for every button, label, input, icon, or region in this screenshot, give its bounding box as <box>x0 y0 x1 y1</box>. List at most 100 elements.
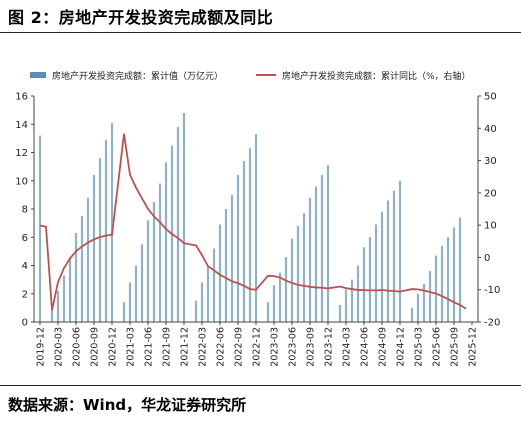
bar-2022-09 <box>236 175 240 322</box>
left-tick-label: 10 <box>15 176 28 187</box>
x-tick-label: 2022-12 <box>252 327 263 367</box>
x-tick-label: 2019-12 <box>36 327 47 367</box>
bar-2024-09 <box>380 211 384 322</box>
left-tick-label: 12 <box>15 148 28 159</box>
bar-2021-05 <box>140 244 144 322</box>
bar-2022-05 <box>212 248 216 322</box>
left-tick-label: 8 <box>22 205 28 216</box>
bar-2021-03 <box>128 282 132 322</box>
bar-2025-05 <box>428 271 432 322</box>
bar-2021-08 <box>158 183 162 322</box>
bar-2022-10 <box>242 160 246 322</box>
x-tick-label: 2024-06 <box>360 327 371 367</box>
bar-2020-08 <box>86 197 90 322</box>
right-tick-label: -20 <box>484 318 500 329</box>
right-axis-ticks: -20 -10 0 10 20 30 40 50 <box>478 92 500 329</box>
bar-2023-07 <box>296 225 300 322</box>
right-tick-label: 40 <box>484 124 497 135</box>
bar-2025-09 <box>452 227 456 322</box>
bar-2020-06 <box>74 233 78 322</box>
x-tick-label: 2022-03 <box>198 327 209 367</box>
x-tick-label: 2022-06 <box>216 327 227 367</box>
bar-2023-04 <box>278 272 282 322</box>
left-tick-label: 4 <box>22 261 28 272</box>
right-tick-label: 0 <box>484 253 490 264</box>
bar-2021-02 <box>122 302 126 322</box>
bar-2021-06 <box>146 220 150 322</box>
bar-2020-12 <box>110 122 114 322</box>
bar-2021-11 <box>176 127 180 322</box>
x-tick-label: 2023-06 <box>288 327 299 367</box>
bar-2022-03 <box>200 282 204 322</box>
bar-2022-06 <box>218 224 222 322</box>
bar-2023-09 <box>308 197 312 322</box>
bar-2023-11 <box>320 175 324 322</box>
legend-bar-swatch <box>30 72 46 78</box>
bar-2025-10 <box>458 217 462 322</box>
right-tick-label: 20 <box>484 188 497 199</box>
x-tick-label: 2020-03 <box>54 327 65 367</box>
x-tick-label: 2020-09 <box>90 327 101 367</box>
bar-2022-07 <box>224 209 228 322</box>
legend-bar-label: 房地产开发投资完成额：累计值（万亿元） <box>52 70 223 82</box>
legend-line-label: 房地产开发投资完成额：累计同比（%，右轴） <box>282 70 471 82</box>
bar-2023-02 <box>266 302 270 322</box>
left-tick-label: 6 <box>22 233 28 244</box>
bar-2025-04 <box>422 283 426 322</box>
bar-2024-12 <box>398 180 402 322</box>
left-tick-label: 14 <box>15 120 28 131</box>
left-tick-label: 0 <box>22 318 28 329</box>
x-tick-label: 2025-06 <box>432 327 443 367</box>
bar-2022-08 <box>230 194 234 323</box>
bar-2024-06 <box>362 247 366 322</box>
x-axis-ticks: 2019-12 2020-03 2020-06 2020-09 2020-12 2021-… <box>36 322 479 367</box>
x-tick-label: 2024-12 <box>396 327 407 367</box>
bar-2020-10 <box>98 158 102 322</box>
x-tick-label: 2025-09 <box>450 327 461 367</box>
right-tick-label: 30 <box>484 156 497 167</box>
bar-2022-11 <box>248 148 252 322</box>
bar-2025-03 <box>416 293 420 322</box>
x-tick-label: 2020-12 <box>108 327 119 367</box>
x-tick-label: 2021-12 <box>180 327 191 367</box>
bar-2020-09 <box>92 175 96 322</box>
bar-2020-03 <box>56 290 60 322</box>
bar-2024-10 <box>386 200 390 322</box>
bar-2024-08 <box>374 224 378 322</box>
bar-2024-07 <box>368 237 372 322</box>
x-tick-label: 2021-03 <box>126 327 137 367</box>
bar-2023-03 <box>272 285 276 322</box>
x-tick-label: 2024-09 <box>378 327 389 367</box>
bar-2024-11 <box>392 190 396 322</box>
x-tick-label: 2020-06 <box>72 327 83 367</box>
bar-2025-07 <box>440 245 444 322</box>
yoy-line <box>39 133 467 311</box>
bar-2025-06 <box>434 255 438 322</box>
x-tick-label: 2021-09 <box>162 327 173 367</box>
bar-2023-06 <box>290 238 294 322</box>
x-tick-label: 2025-12 <box>468 327 479 367</box>
bar-2024-02 <box>338 305 342 322</box>
bar-2021-09 <box>164 162 168 322</box>
source-note: 数据来源：Wind，华龙证券研究所 <box>8 396 247 414</box>
x-tick-label: 2024-03 <box>342 327 353 367</box>
left-tick-label: 16 <box>15 92 28 103</box>
bar-2022-02 <box>194 300 198 322</box>
right-tick-label: 10 <box>484 221 497 232</box>
bar-2020-04 <box>62 275 66 322</box>
bar-2022-12 <box>254 134 258 322</box>
left-axis-ticks: 0 2 4 6 8 10 12 14 16 <box>15 92 34 329</box>
bar-2024-03 <box>344 289 348 322</box>
bar-2024-04 <box>350 279 354 323</box>
x-tick-label: 2025-03 <box>414 327 425 367</box>
figure-title: 图 2：房地产开发投资完成额及同比 <box>8 8 274 27</box>
bar-2024-05 <box>356 265 360 322</box>
chart: 房地产开发投资完成额：累计值（万亿元） 房地产开发投资完成额：累计同比（%，右轴… <box>15 70 500 367</box>
bar-2020-05 <box>68 257 72 322</box>
bar-2021-04 <box>134 265 138 322</box>
x-tick-label: 2023-09 <box>306 327 317 367</box>
bar-2019-12 <box>38 135 42 322</box>
bar-2021-07 <box>152 201 156 322</box>
source-rule <box>0 385 521 386</box>
bar-2023-10 <box>314 186 318 322</box>
